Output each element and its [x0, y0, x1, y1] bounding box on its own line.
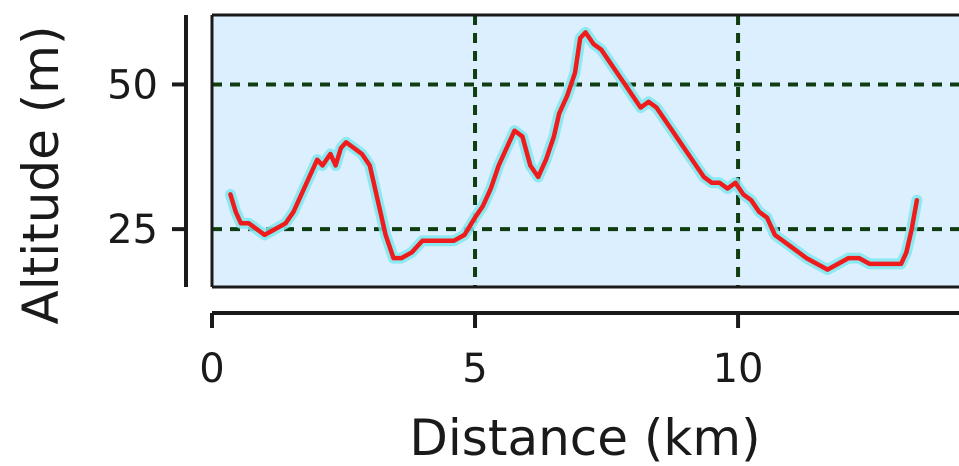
grid-lines [212, 15, 959, 287]
series-line [228, 30, 920, 272]
x-tick-label: 10 [713, 346, 764, 392]
x-tick-label: 5 [462, 346, 487, 392]
x-tick-label: 0 [199, 346, 224, 392]
y-tick-label: 50 [107, 62, 158, 108]
x-axis-title: Distance (km) [409, 409, 760, 466]
plot-background [212, 15, 959, 287]
axis-ticks: 0 5 10 25 50 [107, 62, 763, 392]
y-axis-title: Altitude (m) [12, 26, 70, 325]
series-layer [224, 26, 923, 276]
y-tick-label: 25 [107, 207, 158, 253]
